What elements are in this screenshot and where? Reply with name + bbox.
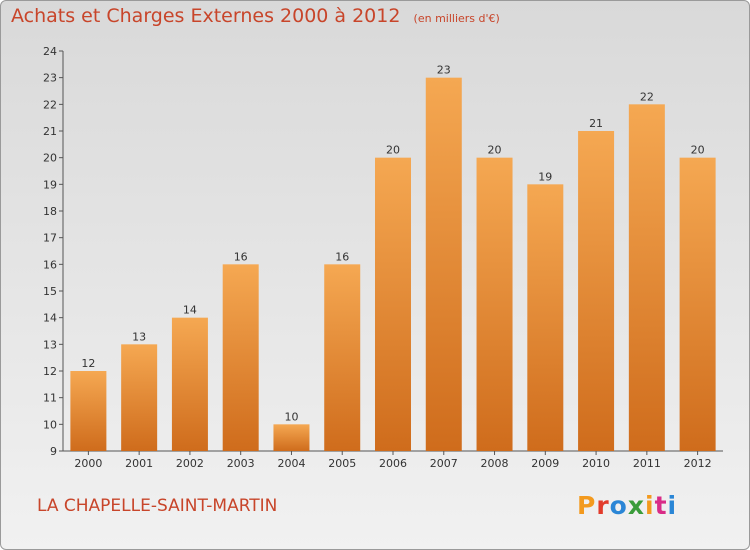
y-tick-label: 16 bbox=[43, 258, 57, 271]
y-tick-label: 22 bbox=[43, 98, 57, 111]
bar-value-label: 13 bbox=[132, 330, 146, 343]
x-tick-label: 2011 bbox=[633, 457, 661, 470]
bar bbox=[222, 264, 259, 451]
bar-value-label: 20 bbox=[488, 144, 502, 157]
y-tick-label: 9 bbox=[50, 445, 57, 458]
bar bbox=[121, 344, 158, 451]
y-tick-label: 11 bbox=[43, 392, 57, 405]
bar-value-label: 10 bbox=[284, 410, 298, 423]
logo-letter: r bbox=[596, 491, 610, 520]
logo-letter: i bbox=[667, 491, 678, 520]
bar bbox=[375, 157, 411, 451]
y-tick-label: 12 bbox=[43, 365, 57, 378]
chart-labels: 12 2000 13 2001 14 2002 16 2003 10 2004 16 2005 20 20… bbox=[74, 64, 711, 470]
bar-value-label: 21 bbox=[589, 117, 603, 130]
bar bbox=[171, 317, 208, 451]
y-tick-label: 17 bbox=[43, 232, 57, 245]
bar-value-label: 16 bbox=[335, 250, 349, 263]
x-tick-label: 2003 bbox=[227, 457, 255, 470]
y-tick-label: 13 bbox=[43, 338, 57, 351]
title-unit: (en milliers d'€) bbox=[413, 12, 500, 25]
bar bbox=[476, 157, 513, 451]
x-tick-label: 2005 bbox=[328, 457, 356, 470]
y-tick-label: 10 bbox=[43, 418, 57, 431]
bar-value-label: 16 bbox=[234, 250, 248, 263]
x-tick-label: 2009 bbox=[531, 457, 559, 470]
bar bbox=[527, 184, 564, 452]
bar bbox=[679, 157, 716, 451]
y-tick-label: 19 bbox=[43, 178, 57, 191]
bar-value-label: 22 bbox=[640, 90, 654, 103]
bar bbox=[273, 424, 310, 451]
x-tick-label: 2007 bbox=[430, 457, 458, 470]
y-tick-label: 14 bbox=[43, 312, 57, 325]
bar-value-label: 23 bbox=[437, 64, 451, 77]
bar-value-label: 14 bbox=[183, 304, 197, 317]
logo-letter: x bbox=[627, 491, 645, 520]
y-tick-label: 20 bbox=[43, 152, 57, 165]
proxiti-logo[interactable]: Proxiti bbox=[577, 491, 677, 520]
x-tick-label: 2000 bbox=[74, 457, 102, 470]
x-tick-label: 2010 bbox=[582, 457, 610, 470]
logo-letter: t bbox=[654, 491, 668, 520]
bar bbox=[324, 264, 361, 451]
bar bbox=[578, 131, 615, 451]
logo-letter: i bbox=[645, 491, 655, 520]
y-tick-label: 24 bbox=[43, 45, 57, 58]
x-tick-label: 2008 bbox=[481, 457, 509, 470]
y-tick-label: 23 bbox=[43, 72, 57, 85]
x-tick-label: 2002 bbox=[176, 457, 204, 470]
x-tick-label: 2012 bbox=[684, 457, 712, 470]
chart-title: Achats et Charges Externes 2000 à 2012 (… bbox=[11, 5, 500, 27]
bar-value-label: 19 bbox=[538, 170, 552, 183]
chart-bars bbox=[70, 77, 716, 452]
title-main: Achats et Charges Externes 2000 à 2012 bbox=[11, 5, 401, 27]
bar bbox=[70, 371, 107, 451]
location-name: LA CHAPELLE-SAINT-MARTIN bbox=[37, 496, 278, 516]
y-tick-label: 18 bbox=[43, 205, 57, 218]
bar-value-label: 20 bbox=[386, 144, 400, 157]
bar-value-label: 20 bbox=[691, 144, 705, 157]
y-tick-label: 15 bbox=[43, 285, 57, 298]
logo-letter: P bbox=[577, 491, 597, 520]
y-tick-label: 21 bbox=[43, 125, 57, 138]
bar bbox=[425, 77, 462, 452]
bar-value-label: 12 bbox=[81, 357, 95, 370]
x-tick-label: 2001 bbox=[125, 457, 153, 470]
x-tick-label: 2006 bbox=[379, 457, 407, 470]
bar bbox=[628, 104, 665, 451]
x-tick-label: 2004 bbox=[277, 457, 305, 470]
logo-letter: o bbox=[609, 491, 628, 520]
